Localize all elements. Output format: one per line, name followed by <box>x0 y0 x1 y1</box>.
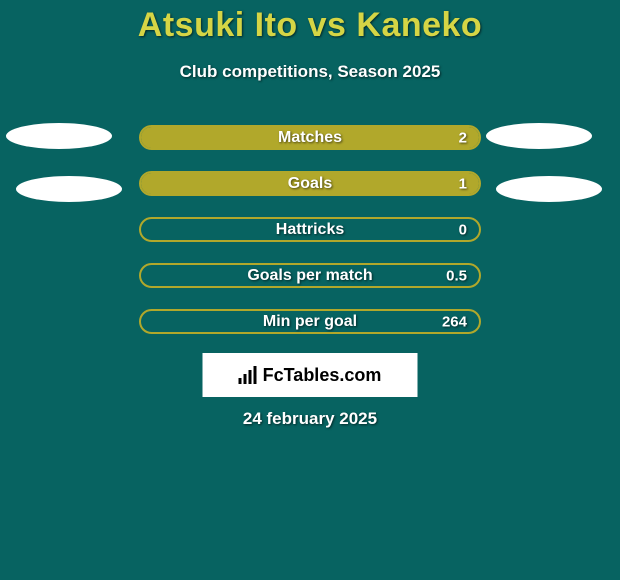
stat-value: 1 <box>459 175 467 192</box>
stat-value: 2 <box>459 129 467 146</box>
stats-card: Atsuki Ito vs Kaneko Club competitions, … <box>0 0 620 580</box>
stat-label: Goals per match <box>247 267 372 285</box>
stat-label: Matches <box>278 129 342 147</box>
bar-chart-icon <box>239 366 257 384</box>
page-title: Atsuki Ito vs Kaneko <box>0 6 620 45</box>
date-line: 24 february 2025 <box>0 409 620 429</box>
player-ellipse-right <box>496 176 602 202</box>
player-ellipse-left <box>16 176 122 202</box>
stat-bar: Goals per match 0.5 <box>139 263 481 288</box>
stat-bar: Hattricks 0 <box>139 217 481 242</box>
stat-value: 264 <box>442 313 467 330</box>
player-ellipse-left <box>6 123 112 149</box>
stat-label: Hattricks <box>276 221 344 239</box>
subtitle: Club competitions, Season 2025 <box>0 62 620 82</box>
stat-bar: Matches 2 <box>139 125 481 150</box>
stat-label: Goals <box>288 175 332 193</box>
logo-text: FcTables.com <box>263 365 382 386</box>
stat-bar: Min per goal 264 <box>139 309 481 334</box>
fctables-logo: FcTables.com <box>203 353 418 397</box>
stat-label: Min per goal <box>263 313 357 331</box>
stat-bar: Goals 1 <box>139 171 481 196</box>
stat-value: 0.5 <box>446 267 467 284</box>
stat-value: 0 <box>459 221 467 238</box>
player-ellipse-right <box>486 123 592 149</box>
